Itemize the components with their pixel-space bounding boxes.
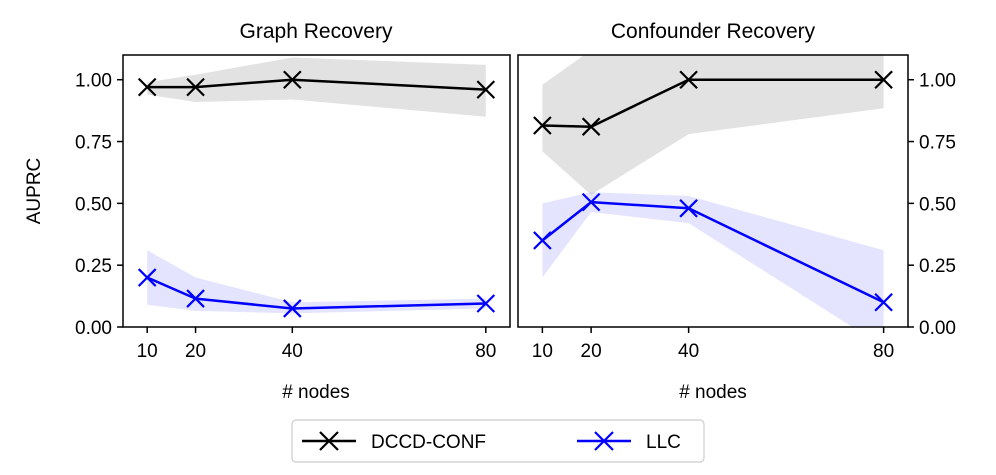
band-llc: [542, 192, 884, 327]
point-dccd: [874, 70, 893, 90]
x-tick-label: 40: [678, 341, 699, 362]
band-dccd: [542, 55, 884, 195]
x-tick-label: 20: [185, 341, 206, 362]
series-line-dccd: [147, 78, 486, 91]
point-dccd: [186, 77, 205, 97]
y-tick-label: 0.25: [919, 256, 956, 277]
point-llc: [874, 292, 893, 312]
point-dccd: [137, 77, 157, 97]
legend-label-dccd: DCCD-CONF: [371, 432, 486, 453]
band-llc: [147, 250, 486, 314]
point-llc: [679, 199, 698, 218]
x-tick-label: 10: [137, 341, 158, 362]
plot-frame: [122, 54, 511, 328]
plot-frame: [517, 54, 909, 328]
point-dccd: [533, 116, 552, 135]
y-tick-label: 0.00: [919, 318, 956, 339]
y-tick-label: 0.25: [75, 256, 112, 277]
point-dccd: [581, 117, 601, 136]
confidence-bands: [147, 57, 486, 314]
point-dccd: [283, 70, 302, 90]
x-tick-label: 80: [475, 341, 496, 362]
x-tick-label: 10: [532, 341, 553, 362]
y-tick-label: 1.00: [75, 71, 112, 92]
series-line-llc: [146, 276, 486, 310]
band-dccd: [147, 57, 486, 117]
panel-graph-recovery: Graph Recovery 0.00 0.25 0.50 0.75 1.00 10 20…: [24, 20, 511, 403]
series-lines: [146, 78, 486, 310]
point-llc: [476, 294, 496, 313]
point-dccd: [476, 80, 496, 99]
x-axis-ticks: 10 20 40 80: [532, 327, 894, 362]
x-tick-label: 20: [581, 341, 602, 362]
y-tick-label: 0.75: [919, 133, 956, 154]
legend: DCCD-CONF LLC: [291, 419, 705, 463]
series-markers: [533, 70, 893, 312]
chart-title: Confounder Recovery: [611, 20, 816, 43]
series-markers: [137, 70, 496, 318]
y-tick-label: 0.75: [75, 133, 112, 154]
y-tick-label: 0.50: [75, 194, 112, 215]
series-line-dccd: [542, 78, 884, 128]
x-axis-ticks: 10 20 40 80: [137, 327, 496, 362]
panel-confounder-recovery: Confounder Recovery 0.00 0.25 0.50 0.75 1.00…: [517, 20, 956, 403]
x-tick-label: 80: [873, 341, 894, 362]
legend-frame: [291, 419, 705, 463]
series-line-llc: [541, 200, 885, 304]
chart-title: Graph Recovery: [240, 20, 393, 43]
point-llc: [533, 231, 552, 250]
y-axis-ticks: 0.00 0.25 0.50 0.75 1.00: [908, 71, 956, 339]
y-tick-label: 0.50: [919, 194, 956, 215]
legend-label-llc: LLC: [646, 432, 681, 453]
series-lines: [541, 78, 885, 304]
y-axis-label: AUPRC: [24, 158, 45, 225]
legend-marker-dccd: [319, 431, 339, 451]
x-axis-label: # nodes: [679, 382, 747, 403]
x-axis-label: # nodes: [282, 382, 350, 403]
x-tick-label: 40: [282, 341, 303, 362]
point-llc: [137, 268, 157, 287]
point-dccd: [679, 70, 698, 90]
point-llc: [283, 299, 302, 318]
y-axis-ticks: 0.00 0.25 0.50 0.75 1.00: [75, 71, 123, 339]
legend-marker-llc: [594, 431, 614, 451]
y-tick-label: 1.00: [919, 71, 956, 92]
point-llc: [186, 289, 205, 308]
y-tick-label: 0.00: [75, 318, 112, 339]
point-llc: [581, 192, 601, 212]
